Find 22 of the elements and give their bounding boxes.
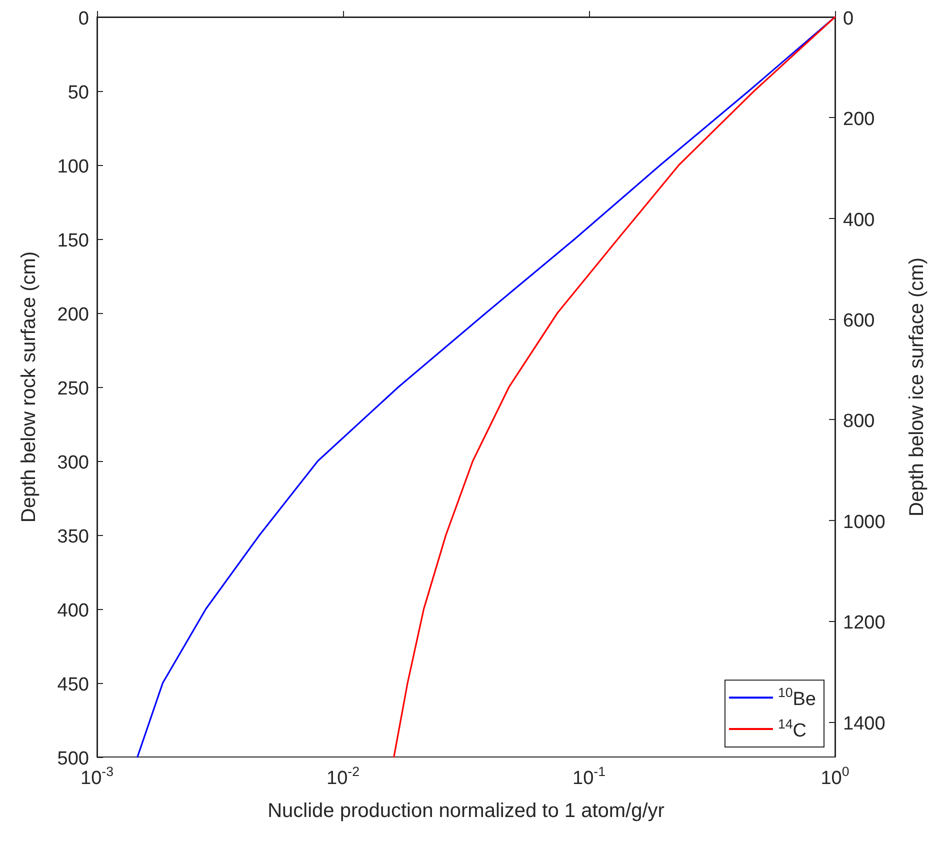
y-tick-label: 100 — [57, 156, 89, 178]
y2-tick-label: 1200 — [843, 612, 886, 634]
y-tick-label: 250 — [57, 378, 89, 400]
y2-tick-label: 0 — [843, 8, 854, 30]
y-tick-label: 150 — [57, 230, 89, 252]
y2-tick-label: 200 — [843, 109, 875, 130]
y-tick-label: 50 — [68, 82, 89, 104]
y-axis-title: Depth below rock surface (cm) — [18, 251, 40, 523]
x-axis-title: Nuclide production normalized to 1 atom/g/yr — [268, 800, 665, 822]
y-tick-label: 350 — [57, 526, 89, 548]
y2-tick-label: 600 — [843, 310, 875, 332]
y-tick-label: 200 — [57, 304, 89, 326]
y-tick-label: 0 — [78, 8, 89, 30]
y-tick-label: 500 — [57, 748, 89, 770]
y-tick-label: 300 — [57, 452, 89, 474]
y-tick-label: 450 — [57, 674, 89, 696]
y2-tick-label: 1000 — [843, 512, 886, 533]
y2-tick-label: 800 — [843, 411, 875, 432]
y2-axis-title: Depth below ice surface (cm) — [906, 258, 928, 516]
y2-tick-label: 400 — [843, 210, 875, 231]
y-tick-label: 400 — [57, 600, 89, 622]
y2-tick-label: 1400 — [843, 713, 886, 734]
